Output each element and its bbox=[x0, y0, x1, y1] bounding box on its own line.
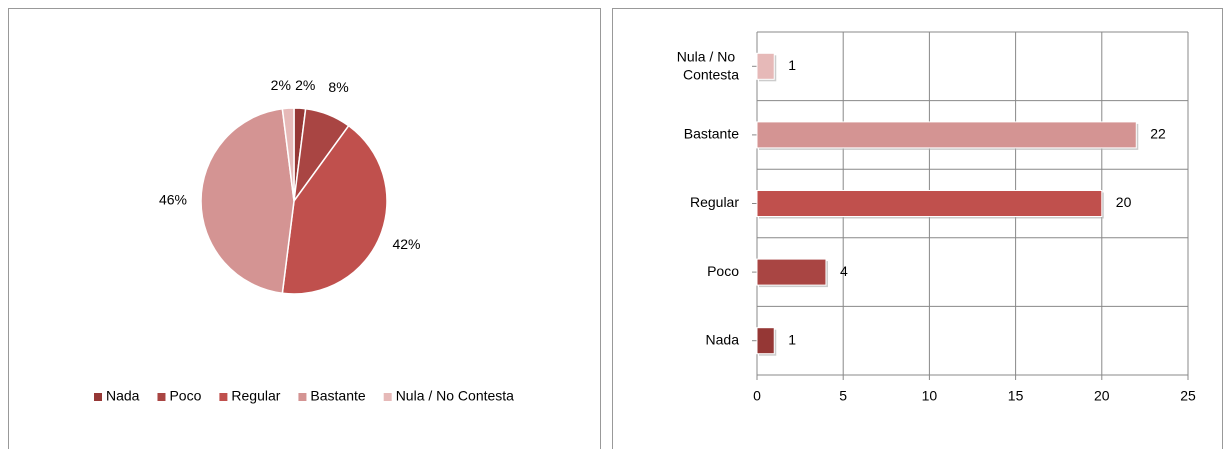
legend-swatch bbox=[298, 393, 307, 401]
legend-label: Nula / No Contesta bbox=[396, 388, 514, 404]
x-tick-label: 15 bbox=[1008, 388, 1024, 404]
y-tick-label: Nada bbox=[706, 331, 740, 347]
y-tick-label: Nula / No Contesta bbox=[677, 48, 739, 82]
y-tick-label: Poco bbox=[707, 263, 739, 279]
data-label: 2% bbox=[295, 77, 315, 93]
data-label: 4 bbox=[840, 263, 848, 279]
pie-slice bbox=[200, 107, 295, 295]
pie-slice bbox=[281, 107, 295, 202]
legend-label: Poco bbox=[169, 388, 201, 404]
y-tick-label: Bastante bbox=[684, 126, 739, 142]
legend-label: Nada bbox=[106, 388, 140, 404]
pie-slice bbox=[281, 124, 388, 295]
data-label: 42% bbox=[392, 236, 420, 252]
legend-label: Bastante bbox=[310, 388, 365, 404]
bar bbox=[756, 258, 827, 286]
legend-label: Regular bbox=[231, 388, 280, 404]
legend-swatch bbox=[219, 393, 228, 401]
x-tick-label: 10 bbox=[922, 388, 938, 404]
y-tick-label: Regular bbox=[690, 194, 739, 210]
legend-swatch bbox=[94, 393, 103, 401]
x-tick-label: 0 bbox=[753, 388, 761, 404]
data-label: 1 bbox=[788, 57, 796, 73]
data-label: 20 bbox=[1116, 194, 1132, 210]
data-label: 22 bbox=[1150, 126, 1166, 142]
data-label: 2% bbox=[271, 77, 291, 93]
x-tick-label: 5 bbox=[839, 388, 847, 404]
legend-swatch bbox=[383, 393, 392, 401]
bar bbox=[756, 52, 775, 80]
bar bbox=[756, 121, 1137, 149]
data-label: 1 bbox=[788, 331, 796, 347]
bar bbox=[756, 190, 1103, 217]
bar bbox=[756, 327, 775, 355]
data-label: 46% bbox=[159, 192, 187, 208]
panel bbox=[612, 8, 1223, 449]
legend-swatch bbox=[157, 393, 166, 401]
x-tick-label: 25 bbox=[1180, 388, 1196, 404]
data-label: 8% bbox=[328, 79, 348, 95]
x-tick-label: 20 bbox=[1094, 388, 1110, 404]
